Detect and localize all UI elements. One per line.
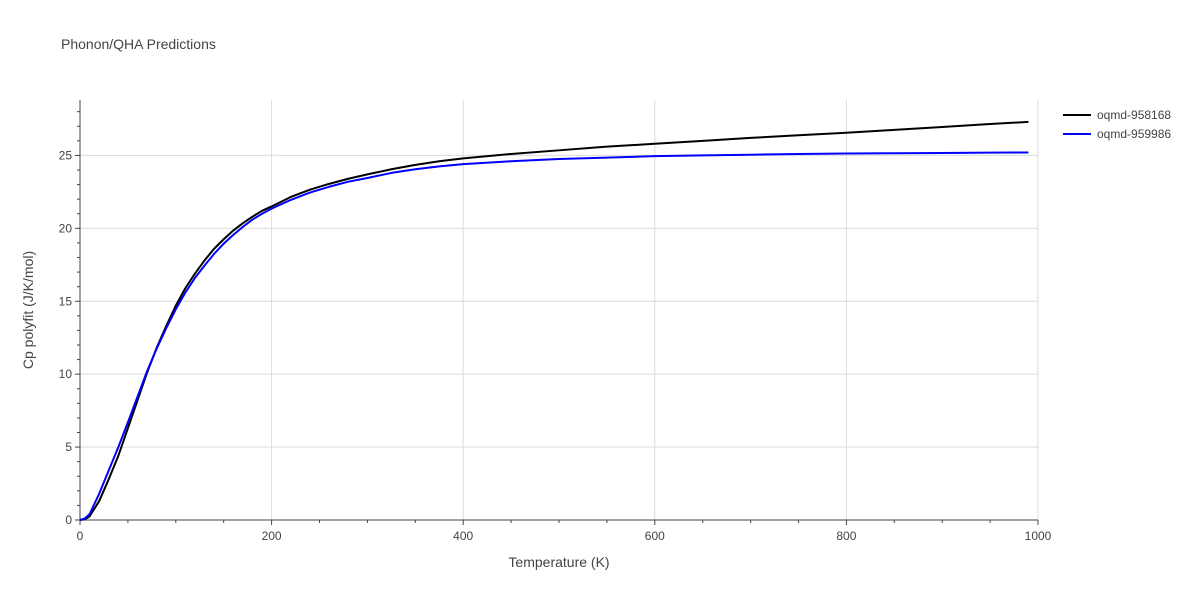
legend-label[interactable]: oqmd-958168 bbox=[1097, 108, 1171, 122]
x-tick-label: 800 bbox=[836, 529, 856, 543]
x-tick-label: 0 bbox=[77, 529, 84, 543]
legend-label[interactable]: oqmd-959986 bbox=[1097, 127, 1171, 141]
x-tick-label: 600 bbox=[645, 529, 665, 543]
legend: oqmd-958168 oqmd-959986 bbox=[1063, 108, 1171, 141]
y-axis-label: Cp polyfit (J/K/mol) bbox=[20, 250, 36, 370]
y-tick-label: 10 bbox=[59, 367, 73, 381]
grid-lines bbox=[80, 100, 1039, 520]
y-tick-label: 15 bbox=[59, 294, 73, 308]
y-tick-label: 0 bbox=[65, 513, 72, 527]
series-lines bbox=[79, 120, 1029, 521]
tick-labels: 0 200 400 600 800 1000 0 5 10 15 20 25 bbox=[59, 148, 1052, 543]
chart-title: Phonon/QHA Predictions bbox=[61, 36, 216, 52]
x-tick-label: 200 bbox=[262, 529, 282, 543]
series-line-oqmd-958168 bbox=[79, 120, 1029, 521]
x-axis-label: Temperature (K) bbox=[508, 554, 610, 570]
x-tick-label: 1000 bbox=[1025, 529, 1052, 543]
series-line-oqmd-959986 bbox=[79, 151, 1029, 521]
axes bbox=[75, 100, 1039, 525]
y-tick-label: 20 bbox=[59, 221, 73, 235]
y-tick-label: 5 bbox=[65, 440, 72, 454]
x-tick-label: 400 bbox=[453, 529, 473, 543]
y-tick-label: 25 bbox=[59, 148, 73, 162]
